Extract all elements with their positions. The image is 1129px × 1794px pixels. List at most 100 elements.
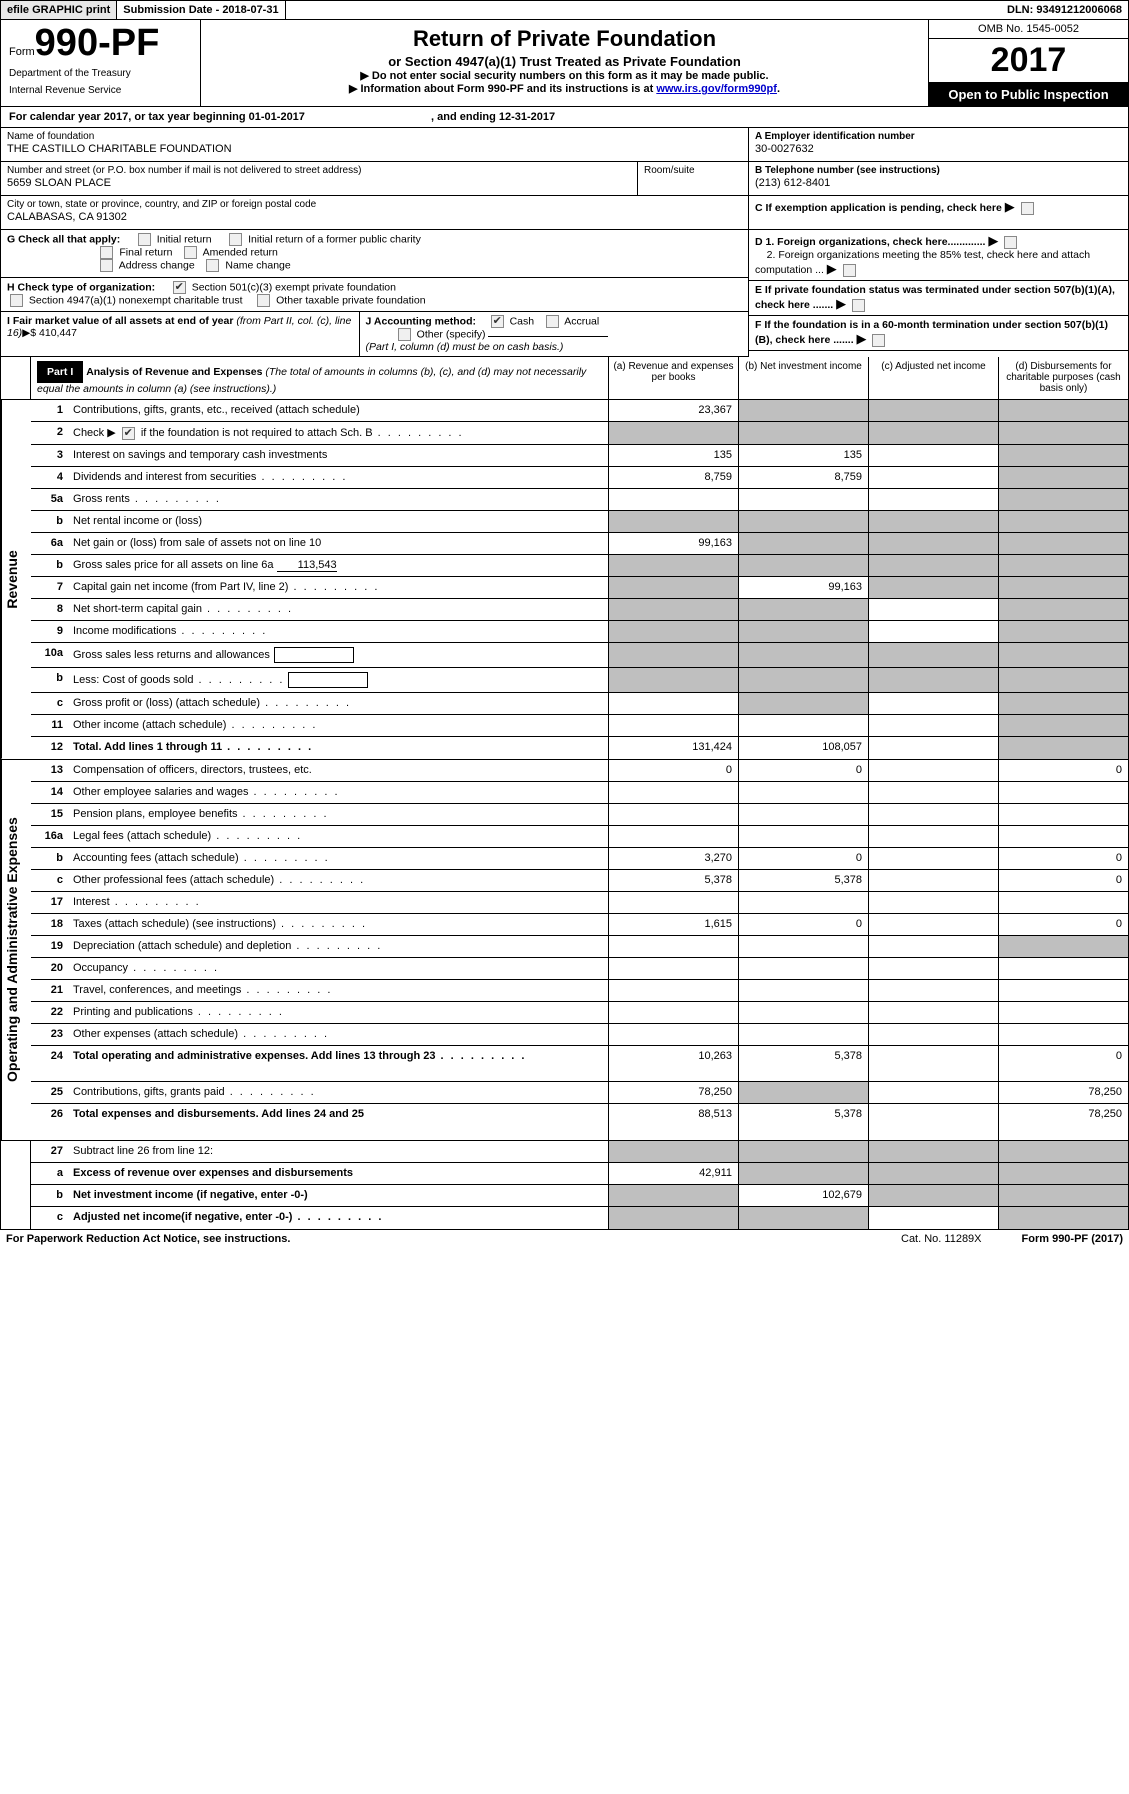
checkbox-85pct[interactable] — [843, 264, 856, 277]
table-row: 4Dividends and interest from securities8… — [31, 467, 1128, 489]
table-row: bNet investment income (if negative, ent… — [31, 1185, 1128, 1207]
checkbox-4947a1[interactable] — [10, 294, 23, 307]
section-h: H Check type of organization: Section 50… — [1, 278, 748, 312]
table-row: aExcess of revenue over expenses and dis… — [31, 1163, 1128, 1185]
table-row: bGross sales price for all assets on lin… — [31, 555, 1128, 577]
part-1-label: Part I — [37, 361, 83, 383]
table-row: cGross profit or (loss) (attach schedule… — [31, 693, 1128, 715]
expenses-vertical-label: Operating and Administrative Expenses — [1, 760, 31, 1140]
table-row: 8Net short-term capital gain — [31, 599, 1128, 621]
submission-date: Submission Date - 2018-07-31 — [117, 1, 285, 19]
form-prefix: Form — [9, 46, 35, 58]
checkbox-exemption-pending[interactable] — [1021, 202, 1034, 215]
table-row: 10aGross sales less returns and allowanc… — [31, 643, 1128, 668]
table-row: 19Depreciation (attach schedule) and dep… — [31, 936, 1128, 958]
header-left: Form990-PF Department of the Treasury In… — [1, 20, 201, 106]
checkbox-name-change[interactable] — [206, 259, 219, 272]
col-b-header: (b) Net investment income — [738, 357, 868, 399]
table-row: 1Contributions, gifts, grants, etc., rec… — [31, 400, 1128, 422]
table-row: 20Occupancy — [31, 958, 1128, 980]
omb-number: OMB No. 1545-0052 — [929, 20, 1128, 39]
col-d-header: (d) Disbursements for charitable purpose… — [998, 357, 1128, 399]
form-ref: Form 990-PF (2017) — [1022, 1233, 1123, 1245]
room-cell: Room/suite — [638, 162, 748, 196]
table-row: bNet rental income or (loss) — [31, 511, 1128, 533]
table-row: 15Pension plans, employee benefits — [31, 804, 1128, 826]
checkbox-cash[interactable] — [491, 315, 504, 328]
calendar-year-line: For calendar year 2017, or tax year begi… — [0, 107, 1129, 128]
expenses-section: Operating and Administrative Expenses 13… — [0, 760, 1129, 1141]
checkbox-amended[interactable] — [184, 246, 197, 259]
table-row: 13Compensation of officers, directors, t… — [31, 760, 1128, 782]
efile-button[interactable]: efile GRAPHIC print — [1, 1, 117, 19]
revenue-section: Revenue 1Contributions, gifts, grants, e… — [0, 400, 1129, 760]
dept-line-2: Internal Revenue Service — [9, 85, 192, 96]
irs-link[interactable]: www.irs.gov/form990pf — [656, 83, 777, 95]
telephone-cell: B Telephone number (see instructions) (2… — [749, 162, 1128, 196]
table-row: 5aGross rents — [31, 489, 1128, 511]
paperwork-notice: For Paperwork Reduction Act Notice, see … — [6, 1233, 290, 1245]
table-row: 11Other income (attach schedule) — [31, 715, 1128, 737]
header-center: Return of Private Foundation or Section … — [201, 20, 928, 106]
note-1: ▶ Do not enter social security numbers o… — [211, 69, 918, 82]
table-row: 18Taxes (attach schedule) (see instructi… — [31, 914, 1128, 936]
checkbox-address-change[interactable] — [100, 259, 113, 272]
top-bar: efile GRAPHIC print Submission Date - 20… — [0, 0, 1129, 20]
ein-cell: A Employer identification number 30-0027… — [749, 128, 1128, 162]
table-row: 27Subtract line 26 from line 12: — [31, 1141, 1128, 1163]
table-row: 3Interest on savings and temporary cash … — [31, 445, 1128, 467]
table-row: 12Total. Add lines 1 through 11131,42410… — [31, 737, 1128, 759]
col-c-header: (c) Adjusted net income — [868, 357, 998, 399]
dln: DLN: 93491212006068 — [1001, 1, 1128, 19]
form-subtitle: or Section 4947(a)(1) Trust Treated as P… — [211, 54, 918, 69]
form-number: 990-PF — [35, 22, 160, 64]
dept-line-1: Department of the Treasury — [9, 68, 192, 79]
col-a-header: (a) Revenue and expenses per books — [608, 357, 738, 399]
section-e: E If private foundation status was termi… — [749, 281, 1128, 316]
checkbox-other-taxable[interactable] — [257, 294, 270, 307]
table-row: 23Other expenses (attach schedule) — [31, 1024, 1128, 1046]
checkbox-sch-b[interactable] — [122, 427, 135, 440]
line27-section: 27Subtract line 26 from line 12: aExcess… — [0, 1141, 1129, 1230]
checkbox-accrual[interactable] — [546, 315, 559, 328]
address-cell: Number and street (or P.O. box number if… — [1, 162, 638, 196]
table-row: 9Income modifications — [31, 621, 1128, 643]
section-j: J Accounting method: Cash Accrual Other … — [360, 312, 748, 357]
info-block: Name of foundation THE CASTILLO CHARITAB… — [0, 128, 1129, 357]
checkbox-initial-return[interactable] — [138, 233, 151, 246]
table-row: cAdjusted net income(if negative, enter … — [31, 1207, 1128, 1229]
section-f: F If the foundation is in a 60-month ter… — [749, 316, 1128, 351]
catalog-number: Cat. No. 11289X — [901, 1233, 982, 1245]
table-row: 6aNet gain or (loss) from sale of assets… — [31, 533, 1128, 555]
checkbox-501c3[interactable] — [173, 281, 186, 294]
table-row: 17Interest — [31, 892, 1128, 914]
city-cell: City or town, state or province, country… — [1, 196, 748, 230]
section-c: C If exemption application is pending, c… — [749, 196, 1128, 230]
section-i: I Fair market value of all assets at end… — [1, 312, 360, 357]
note-2: ▶ Information about Form 990-PF and its … — [211, 82, 918, 95]
inspection-badge: Open to Public Inspection — [929, 83, 1128, 106]
table-row: bLess: Cost of goods sold — [31, 668, 1128, 693]
header-right: OMB No. 1545-0052 2017 Open to Public In… — [928, 20, 1128, 106]
section-g: G Check all that apply: Initial return I… — [1, 230, 748, 278]
checkbox-final-return[interactable] — [100, 246, 113, 259]
table-row: bAccounting fees (attach schedule)3,2700… — [31, 848, 1128, 870]
table-row: 24Total operating and administrative exp… — [31, 1046, 1128, 1082]
form-header: Form990-PF Department of the Treasury In… — [0, 20, 1129, 107]
page-footer: For Paperwork Reduction Act Notice, see … — [0, 1230, 1129, 1248]
table-row: 26Total expenses and disbursements. Add … — [31, 1104, 1128, 1140]
part-1-header: Part I Analysis of Revenue and Expenses … — [0, 357, 1129, 400]
form-title: Return of Private Foundation — [211, 26, 918, 52]
checkbox-other-method[interactable] — [398, 328, 411, 341]
checkbox-foreign-org[interactable] — [1004, 236, 1017, 249]
checkbox-initial-former[interactable] — [229, 233, 242, 246]
table-row: 16aLegal fees (attach schedule) — [31, 826, 1128, 848]
table-row: 22Printing and publications — [31, 1002, 1128, 1024]
revenue-vertical-label: Revenue — [1, 400, 31, 759]
table-row: cOther professional fees (attach schedul… — [31, 870, 1128, 892]
foundation-name-cell: Name of foundation THE CASTILLO CHARITAB… — [1, 128, 748, 162]
checkbox-507b1b[interactable] — [872, 334, 885, 347]
tax-year: 2017 — [929, 39, 1128, 83]
checkbox-507b1a[interactable] — [852, 299, 865, 312]
table-row: 14Other employee salaries and wages — [31, 782, 1128, 804]
